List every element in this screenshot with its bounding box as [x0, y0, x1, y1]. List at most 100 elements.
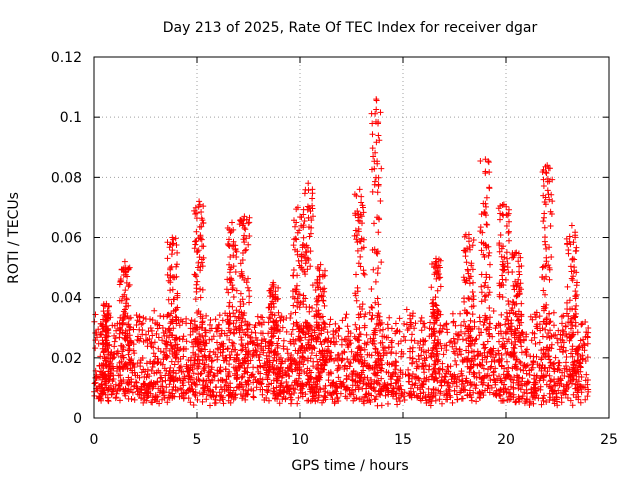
data-point	[200, 378, 207, 385]
y-tick-label: 0.1	[60, 110, 82, 126]
data-point	[203, 396, 210, 403]
data-point	[369, 312, 376, 319]
data-point	[484, 338, 491, 345]
data-point	[434, 287, 441, 294]
data-point	[559, 369, 566, 376]
data-point	[164, 271, 171, 278]
data-point	[117, 372, 124, 379]
data-point	[502, 385, 509, 392]
data-point	[372, 178, 378, 185]
data-point	[158, 374, 165, 381]
data-point	[207, 317, 214, 323]
data-point	[513, 357, 519, 363]
data-point	[260, 364, 267, 371]
data-point	[219, 352, 226, 359]
data-point	[193, 228, 200, 235]
data-point	[420, 389, 427, 396]
data-point	[352, 321, 359, 328]
data-point	[299, 389, 306, 396]
data-point	[508, 383, 514, 390]
data-point	[247, 333, 254, 340]
data-point	[226, 269, 233, 276]
data-point	[375, 132, 382, 139]
data-point	[377, 109, 384, 116]
data-point	[437, 283, 444, 290]
data-point	[480, 365, 487, 372]
data-point	[137, 360, 144, 366]
data-point	[122, 287, 129, 294]
data-point	[329, 389, 336, 396]
data-point	[486, 169, 493, 176]
data-point	[449, 310, 456, 317]
data-point	[314, 397, 321, 404]
data-point	[481, 345, 488, 352]
y-tick-label: 0.06	[51, 231, 82, 247]
data-point	[478, 289, 485, 296]
data-point	[223, 357, 230, 364]
data-point	[168, 358, 175, 365]
data-point	[454, 396, 461, 403]
data-point	[409, 355, 416, 362]
data-point	[373, 96, 380, 103]
data-point	[458, 322, 464, 329]
data-point	[301, 218, 308, 224]
data-point	[451, 387, 458, 394]
data-point	[163, 354, 170, 361]
data-point	[275, 284, 282, 291]
data-point	[409, 331, 415, 338]
data-point	[501, 381, 508, 388]
y-tick-label: 0.04	[51, 291, 82, 307]
data-point	[471, 319, 478, 325]
data-point	[538, 356, 545, 363]
data-point	[550, 309, 557, 316]
data-point	[252, 376, 259, 383]
data-point	[332, 329, 339, 336]
data-point	[564, 283, 571, 290]
data-point	[219, 340, 226, 347]
data-point	[290, 302, 297, 309]
x-tick-label: 20	[497, 432, 515, 448]
data-point	[500, 263, 507, 269]
data-point	[351, 191, 358, 198]
data-point	[299, 393, 306, 400]
data-point	[397, 382, 404, 389]
data-point	[564, 299, 570, 306]
data-point	[401, 320, 408, 327]
data-point	[223, 286, 230, 293]
data-point	[564, 395, 571, 401]
data-point	[196, 390, 203, 397]
data-point	[412, 320, 419, 327]
data-point	[119, 320, 126, 327]
data-point	[483, 194, 490, 201]
data-point	[529, 329, 536, 336]
data-point	[463, 259, 470, 266]
data-point	[538, 401, 545, 408]
data-point	[380, 344, 387, 351]
data-point	[453, 330, 459, 337]
data-point	[467, 382, 474, 389]
data-point	[549, 198, 556, 205]
data-point	[378, 165, 385, 172]
data-point	[478, 271, 485, 278]
data-point	[554, 335, 560, 342]
data-point	[174, 249, 181, 256]
data-point	[440, 351, 447, 358]
data-point	[458, 351, 465, 358]
data-point	[309, 195, 316, 202]
data-point	[168, 251, 175, 258]
data-point	[480, 392, 487, 399]
data-point	[207, 327, 213, 334]
data-point	[305, 180, 312, 187]
data-point	[454, 336, 461, 343]
data-point	[554, 339, 561, 346]
data-point	[176, 322, 183, 329]
data-point	[96, 394, 103, 401]
data-point	[113, 327, 120, 334]
data-point	[486, 389, 493, 396]
data-point	[541, 224, 548, 231]
data-point	[524, 346, 530, 353]
data-point	[300, 234, 307, 241]
data-point	[412, 380, 419, 387]
data-point	[237, 391, 244, 398]
